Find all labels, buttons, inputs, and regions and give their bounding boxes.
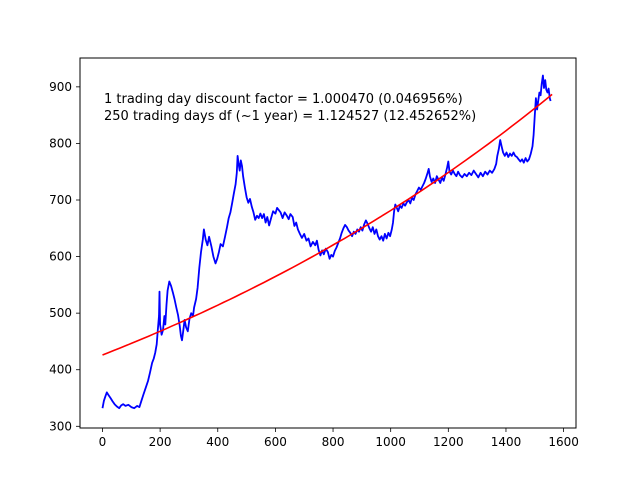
y-tick-label: 300 <box>49 419 72 433</box>
y-tick-label: 600 <box>49 250 72 264</box>
fit-curve-line <box>102 93 553 356</box>
x-tick-label: 1000 <box>375 435 406 449</box>
plot-area <box>101 74 553 410</box>
axes-frame <box>79 57 577 429</box>
x-tick-label: 1600 <box>548 435 579 449</box>
x-tick-label: 400 <box>206 435 229 449</box>
y-tick-label: 400 <box>49 363 72 377</box>
y-tick-label: 800 <box>49 136 72 150</box>
y-tick-label: 500 <box>49 306 72 320</box>
price-series-line <box>101 74 552 410</box>
annotation-line-1: 1 trading day discount factor = 1.000470… <box>104 92 463 107</box>
x-tick-label: 1200 <box>433 435 464 449</box>
x-tick-label: 800 <box>322 435 345 449</box>
y-tick-label: 700 <box>49 193 72 207</box>
annotation-line-2: 250 trading days df (~1 year) = 1.124527… <box>104 109 476 124</box>
x-tick-label: 1400 <box>491 435 522 449</box>
y-tick-label: 900 <box>49 80 72 94</box>
x-tick-label: 200 <box>149 435 172 449</box>
axis-ticks: 0 200 400 600 800 1000 1200 1400 1600 300 400 500 60… <box>49 80 579 449</box>
x-tick-label: 0 <box>99 435 107 449</box>
x-tick-label: 600 <box>264 435 287 449</box>
